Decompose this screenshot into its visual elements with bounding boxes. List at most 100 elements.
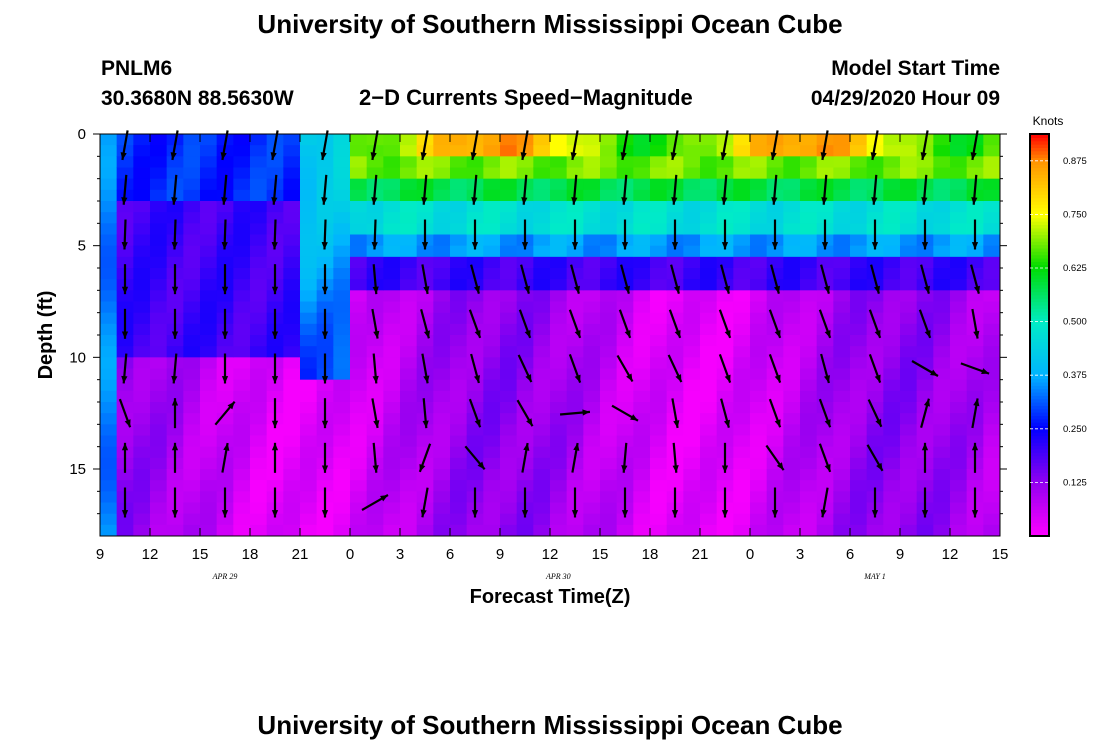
heat-cell bbox=[750, 134, 768, 146]
heat-cell bbox=[266, 145, 284, 157]
heat-cell bbox=[300, 189, 318, 202]
heat-cell bbox=[400, 402, 418, 414]
heat-cell bbox=[250, 446, 268, 459]
heat-cell bbox=[766, 256, 784, 269]
heat-cell bbox=[783, 189, 801, 202]
heat-cell bbox=[566, 145, 584, 157]
heat-cell bbox=[600, 390, 618, 403]
heat-cell bbox=[733, 134, 751, 146]
vector-head bbox=[724, 374, 731, 383]
heat-cell bbox=[233, 312, 251, 325]
heat-cell bbox=[833, 268, 851, 280]
heat-cell bbox=[133, 480, 151, 492]
heat-cell bbox=[116, 469, 134, 481]
heat-cell bbox=[433, 223, 451, 235]
x-tick-label: 0 bbox=[346, 546, 354, 563]
heat-cell bbox=[716, 379, 734, 392]
heat-cell bbox=[516, 480, 534, 492]
heat-cell bbox=[383, 178, 401, 191]
heat-cell bbox=[400, 346, 418, 358]
colorbar-cell bbox=[1030, 458, 1049, 463]
heat-cell bbox=[766, 513, 784, 526]
heat-cell bbox=[783, 346, 801, 358]
heat-cell bbox=[316, 390, 334, 403]
heat-cell bbox=[616, 167, 634, 180]
colorbar-cell bbox=[1030, 465, 1049, 470]
heat-cell bbox=[783, 491, 801, 503]
heat-cell bbox=[666, 335, 684, 347]
current-vector bbox=[170, 130, 179, 161]
heat-cell bbox=[733, 368, 751, 381]
heat-cell bbox=[333, 513, 351, 526]
heat-cell bbox=[883, 178, 901, 191]
heat-cell bbox=[583, 223, 601, 235]
heat-cell bbox=[116, 301, 134, 314]
heat-cell bbox=[883, 424, 901, 436]
heat-cell bbox=[683, 379, 701, 392]
heat-cell bbox=[666, 256, 684, 269]
vector-head bbox=[971, 242, 979, 250]
heat-cell bbox=[766, 368, 784, 381]
vector-head bbox=[124, 419, 131, 428]
current-vector bbox=[866, 444, 884, 472]
colorbar-frame bbox=[1029, 133, 1050, 537]
heat-cell bbox=[683, 134, 701, 146]
heat-cell bbox=[400, 379, 418, 392]
heat-cell bbox=[250, 145, 268, 157]
heat-cell bbox=[250, 156, 268, 168]
heat-cell bbox=[733, 323, 751, 336]
heat-cell bbox=[766, 424, 784, 436]
heat-cell bbox=[183, 513, 201, 526]
heat-cell bbox=[933, 368, 951, 381]
colorbar-cell bbox=[1030, 515, 1049, 520]
heat-cell bbox=[816, 402, 834, 414]
colorbar-cell bbox=[1030, 398, 1049, 403]
heat-cell bbox=[666, 390, 684, 403]
heat-cell bbox=[333, 268, 351, 280]
heat-cell bbox=[966, 524, 984, 537]
current-vector bbox=[420, 487, 429, 518]
heat-cell bbox=[466, 424, 484, 436]
heat-cell bbox=[683, 402, 701, 414]
heat-cell bbox=[816, 480, 834, 492]
heat-cell bbox=[883, 357, 901, 369]
heat-cell bbox=[300, 335, 318, 347]
heat-cell bbox=[150, 167, 168, 180]
vector-head bbox=[221, 242, 228, 250]
heat-cell bbox=[933, 268, 951, 280]
heat-cell bbox=[983, 223, 1001, 235]
vector-head bbox=[970, 152, 977, 160]
x-tick-label: 3 bbox=[796, 546, 804, 563]
heat-cell bbox=[850, 524, 868, 537]
heat-cell bbox=[516, 435, 534, 448]
heat-cell bbox=[416, 290, 434, 302]
heat-cell bbox=[816, 346, 834, 358]
colorbar-cell bbox=[1030, 154, 1049, 159]
heat-cell bbox=[616, 435, 634, 448]
colorbar-cell bbox=[1030, 311, 1049, 316]
heat-cell bbox=[433, 178, 451, 191]
heat-cell bbox=[166, 212, 184, 224]
vector-head bbox=[221, 286, 229, 295]
heat-cell bbox=[133, 312, 151, 325]
heat-cell bbox=[733, 167, 751, 180]
heat-cell bbox=[216, 145, 234, 157]
heat-cell bbox=[500, 223, 518, 235]
heat-cell bbox=[516, 323, 534, 336]
vector-head bbox=[623, 285, 630, 294]
heat-cell bbox=[400, 301, 418, 314]
heat-cell bbox=[450, 413, 468, 425]
heat-cell bbox=[950, 513, 968, 526]
heat-cell bbox=[566, 256, 584, 269]
heat-cell bbox=[833, 256, 851, 269]
heat-cell bbox=[816, 446, 834, 459]
heat-cell bbox=[333, 134, 351, 146]
heat-cell bbox=[866, 245, 884, 258]
heat-cell bbox=[616, 268, 634, 280]
vector-head bbox=[271, 286, 279, 295]
heat-cell bbox=[716, 524, 734, 537]
heat-cell bbox=[916, 390, 934, 403]
heat-cell bbox=[883, 268, 901, 280]
heat-cell bbox=[683, 167, 701, 180]
heat-cell bbox=[466, 480, 484, 492]
